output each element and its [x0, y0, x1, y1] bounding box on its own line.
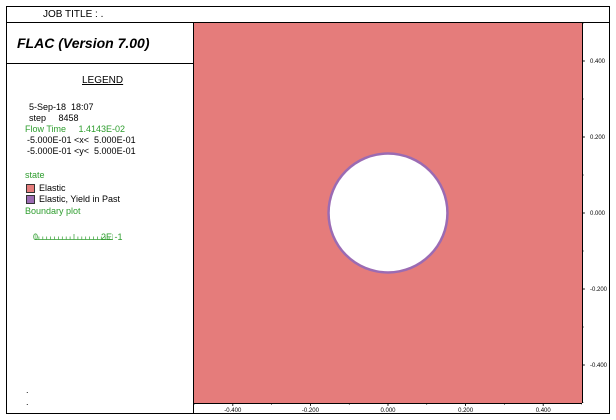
x-tick-label: -0.200	[302, 408, 320, 413]
y-tick-label: -0.200	[590, 287, 608, 293]
job-title: JOB TITLE : .	[7, 7, 609, 23]
tunnel-opening	[329, 154, 447, 272]
plot-frame: JOB TITLE : . FLAC (Version 7.00) LEGEND…	[6, 6, 610, 414]
legend-flow-time: Flow Time 1.4143E-02	[25, 124, 126, 134]
x-axis: -0.400 -0.200 0.000 0.200 0.400	[194, 403, 582, 413]
bottom-mark-2: .	[26, 397, 29, 407]
app-title: FLAC (Version 7.00)	[7, 23, 193, 64]
legend-state-label: state	[25, 170, 45, 180]
elastic-label: Elastic	[39, 183, 66, 193]
scale-end-label: 2E -1	[101, 232, 123, 242]
legend-x-range: -5.000E-01 <x< 5.000E-01	[27, 135, 136, 145]
y-tick-label: 0.400	[590, 59, 606, 65]
legend-heading: LEGEND	[82, 75, 124, 86]
model-plot	[194, 23, 582, 403]
y-tick-label: 0.200	[590, 135, 606, 141]
elastic-swatch	[26, 184, 35, 193]
x-tick-label: 0.000	[380, 408, 396, 413]
x-tick-label: 0.400	[536, 408, 552, 413]
legend-panel: FLAC (Version 7.00) LEGEND 5-Sep-18 18:0…	[7, 23, 194, 413]
y-axis: 0.400 0.200 0.000 -0.200 -0.400	[582, 23, 608, 403]
y-tick-label: -0.400	[590, 363, 608, 369]
x-tick-label: 0.200	[458, 408, 474, 413]
scale-start-label: 0	[33, 232, 39, 242]
scale-bar	[35, 234, 113, 240]
legend-step: step 8458	[29, 113, 79, 123]
y-tick-label: 0.000	[590, 211, 606, 217]
legend-y-range: -5.000E-01 <y< 5.000E-01	[27, 146, 136, 156]
legend-date: 5-Sep-18 18:07	[29, 102, 94, 112]
x-tick-label: -0.400	[224, 408, 242, 413]
yield-past-label: Elastic, Yield in Past	[39, 194, 121, 204]
boundary-plot-label: Boundary plot	[25, 206, 81, 216]
bottom-mark-1: .	[26, 385, 29, 395]
yield-past-swatch	[26, 195, 35, 204]
